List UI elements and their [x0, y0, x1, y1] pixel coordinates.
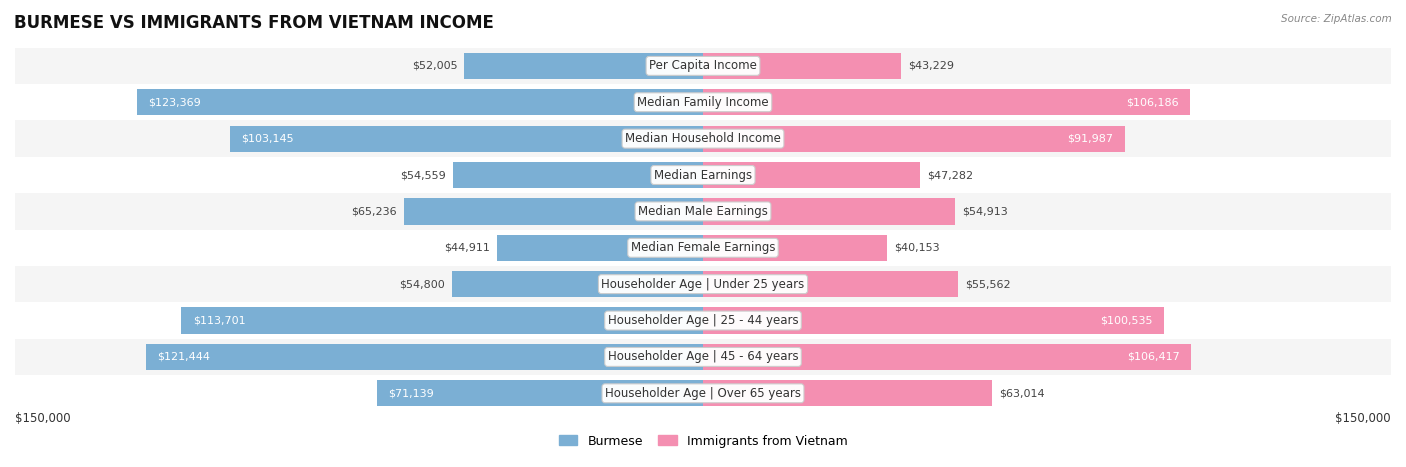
- Bar: [703, 89, 1189, 115]
- Bar: [15, 230, 1391, 266]
- Bar: [15, 157, 1391, 193]
- Text: Per Capita Income: Per Capita Income: [650, 59, 756, 72]
- Bar: [404, 198, 703, 225]
- Text: $55,562: $55,562: [965, 279, 1011, 289]
- Text: $47,282: $47,282: [927, 170, 973, 180]
- Text: Householder Age | 45 - 64 years: Householder Age | 45 - 64 years: [607, 350, 799, 363]
- Bar: [451, 271, 703, 297]
- Text: Source: ZipAtlas.com: Source: ZipAtlas.com: [1281, 14, 1392, 24]
- Bar: [703, 53, 901, 79]
- Text: $65,236: $65,236: [352, 206, 396, 216]
- Text: $71,139: $71,139: [388, 389, 434, 398]
- Bar: [703, 126, 1125, 152]
- Bar: [703, 271, 957, 297]
- Text: $106,186: $106,186: [1126, 97, 1178, 107]
- Text: $63,014: $63,014: [998, 389, 1045, 398]
- Bar: [231, 126, 703, 152]
- Text: $44,911: $44,911: [444, 243, 491, 253]
- Bar: [464, 53, 703, 79]
- Bar: [146, 344, 703, 370]
- Text: BURMESE VS IMMIGRANTS FROM VIETNAM INCOME: BURMESE VS IMMIGRANTS FROM VIETNAM INCOM…: [14, 14, 494, 32]
- Text: $54,913: $54,913: [962, 206, 1008, 216]
- Bar: [703, 198, 955, 225]
- Text: $123,369: $123,369: [149, 97, 201, 107]
- Bar: [703, 380, 993, 406]
- Bar: [703, 307, 1164, 333]
- Bar: [703, 235, 887, 261]
- Bar: [496, 235, 703, 261]
- Bar: [15, 375, 1391, 411]
- Text: Householder Age | Over 65 years: Householder Age | Over 65 years: [605, 387, 801, 400]
- Text: Householder Age | 25 - 44 years: Householder Age | 25 - 44 years: [607, 314, 799, 327]
- Bar: [703, 344, 1191, 370]
- Text: $91,987: $91,987: [1067, 134, 1114, 144]
- Text: $121,444: $121,444: [157, 352, 211, 362]
- Bar: [15, 48, 1391, 84]
- Legend: Burmese, Immigrants from Vietnam: Burmese, Immigrants from Vietnam: [554, 430, 852, 453]
- Text: $43,229: $43,229: [908, 61, 955, 71]
- Text: Median Household Income: Median Household Income: [626, 132, 780, 145]
- Text: Householder Age | Under 25 years: Householder Age | Under 25 years: [602, 278, 804, 290]
- Text: $100,535: $100,535: [1099, 316, 1153, 325]
- Bar: [15, 302, 1391, 339]
- Text: $52,005: $52,005: [412, 61, 457, 71]
- Bar: [377, 380, 703, 406]
- Text: Median Earnings: Median Earnings: [654, 169, 752, 182]
- Text: $40,153: $40,153: [894, 243, 939, 253]
- Bar: [15, 266, 1391, 302]
- Bar: [181, 307, 703, 333]
- Bar: [453, 162, 703, 188]
- Text: $106,417: $106,417: [1126, 352, 1180, 362]
- Text: $150,000: $150,000: [1336, 411, 1391, 425]
- Bar: [15, 120, 1391, 157]
- Text: $103,145: $103,145: [242, 134, 294, 144]
- Text: Median Male Earnings: Median Male Earnings: [638, 205, 768, 218]
- Text: $54,800: $54,800: [399, 279, 444, 289]
- Text: Median Female Earnings: Median Female Earnings: [631, 241, 775, 255]
- Text: Median Family Income: Median Family Income: [637, 96, 769, 109]
- Text: $150,000: $150,000: [15, 411, 70, 425]
- Text: $54,559: $54,559: [401, 170, 446, 180]
- Bar: [138, 89, 703, 115]
- Bar: [703, 162, 920, 188]
- Text: $113,701: $113,701: [193, 316, 246, 325]
- Bar: [15, 84, 1391, 120]
- Bar: [15, 193, 1391, 230]
- Bar: [15, 339, 1391, 375]
